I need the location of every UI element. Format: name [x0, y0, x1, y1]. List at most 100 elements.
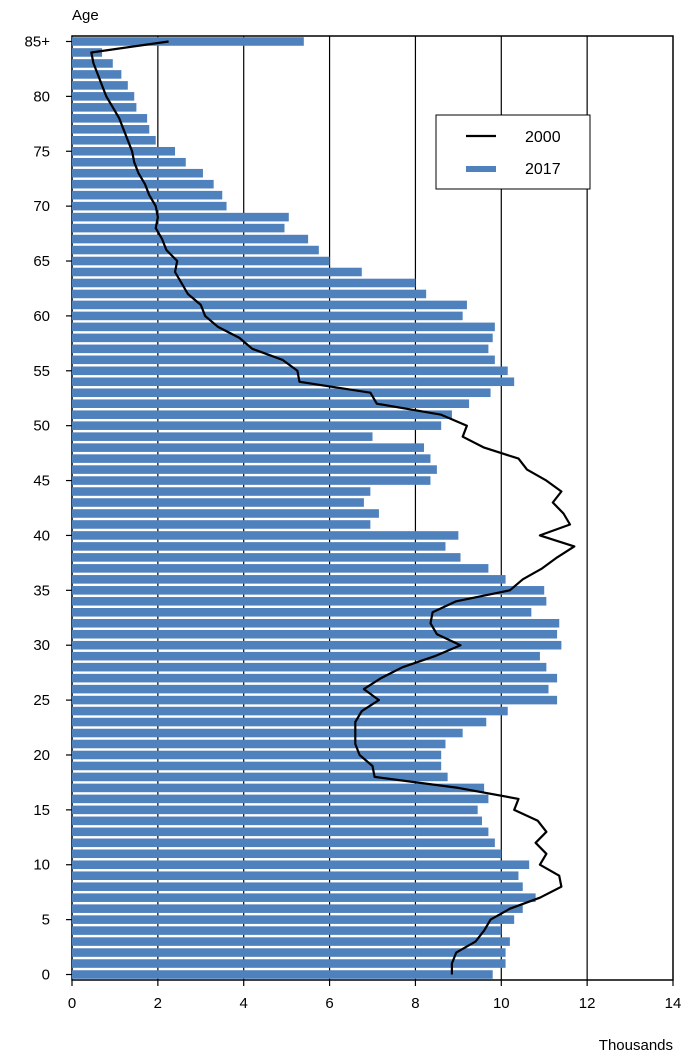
bar-2017 — [72, 531, 459, 540]
bar-2017 — [72, 256, 330, 266]
bar-2017 — [72, 926, 502, 935]
bar-2017 — [72, 278, 416, 288]
bar-2017 — [72, 520, 371, 529]
x-tick-label: 10 — [493, 995, 510, 1012]
bar-2017 — [72, 443, 425, 452]
bar-2017 — [72, 959, 506, 968]
bar-2017 — [72, 223, 285, 233]
bar-2017 — [72, 311, 463, 321]
y-axis-title: Age — [72, 7, 99, 24]
x-tick-label: 12 — [579, 995, 596, 1012]
bar-2017 — [72, 476, 431, 485]
bar-2017 — [72, 706, 508, 716]
x-tick-label: 0 — [68, 995, 76, 1012]
bar-2017 — [72, 146, 176, 156]
x-tick-label: 8 — [411, 995, 419, 1012]
bar-2017 — [72, 48, 103, 57]
y-tick-label: 50 — [33, 418, 50, 435]
y-tick-label: 60 — [33, 308, 50, 325]
series-line-2000 — [90, 40, 576, 975]
y-tick-label: 10 — [33, 857, 50, 874]
x-axis: 0 2 4 6 8 10 12 14 — [68, 980, 682, 1012]
bar-2017 — [72, 882, 523, 891]
bar-2017 — [72, 860, 530, 870]
bar-2017 — [72, 838, 495, 848]
y-tick-label: 30 — [33, 637, 50, 654]
bar-2017 — [72, 289, 427, 299]
x-axis-title: Thousands — [599, 1037, 673, 1054]
bar-2017 — [72, 157, 186, 167]
bar-2017 — [72, 344, 489, 354]
bar-2017 — [72, 267, 362, 277]
y-tick-label: 15 — [33, 802, 50, 819]
bar-2017 — [72, 597, 547, 606]
bar-2017 — [72, 640, 562, 650]
y-tick-label: 5 — [42, 912, 50, 929]
x-tick-label: 2 — [154, 995, 162, 1012]
bar-2017 — [72, 629, 558, 639]
bar-2017 — [72, 135, 156, 145]
bar-2017 — [72, 410, 452, 419]
legend-label-2000: 2000 — [525, 129, 561, 146]
bar-2017 — [72, 366, 508, 376]
bar-2017 — [72, 827, 489, 837]
bar-2017 — [72, 498, 364, 507]
bar-2017 — [72, 201, 227, 211]
x-tick-label: 6 — [325, 995, 333, 1012]
bar-2017 — [72, 487, 371, 496]
bar-2017 — [72, 37, 304, 46]
bar-2017 — [72, 607, 532, 617]
bar-2017 — [72, 871, 519, 881]
bar-2017 — [72, 92, 135, 101]
y-tick-label: 45 — [33, 473, 50, 490]
bar-2017 — [72, 893, 536, 902]
bar-2017 — [72, 190, 223, 200]
y-tick-label: 35 — [33, 582, 50, 599]
y-tick-label: 75 — [33, 143, 50, 160]
legend: 2000 2017 — [435, 114, 591, 190]
legend-box — [435, 114, 591, 190]
bar-2017 — [72, 794, 489, 804]
x-tick-label: 14 — [665, 995, 682, 1012]
bar-2017 — [72, 717, 487, 727]
y-tick-label: 70 — [33, 198, 50, 215]
bar-2017 — [72, 970, 493, 979]
bar-2017 — [72, 322, 495, 332]
bar-2017 — [72, 948, 506, 957]
bar-2017 — [72, 695, 558, 705]
bar-2017 — [72, 564, 489, 573]
bars-2017 — [72, 37, 562, 979]
y-tick-label: 55 — [33, 363, 50, 380]
y-tick-label: 25 — [33, 692, 50, 709]
bar-2017 — [72, 783, 485, 793]
bar-2017 — [72, 728, 463, 738]
bar-2017 — [72, 904, 523, 913]
bar-2017 — [72, 125, 150, 134]
legend-swatch-2017 — [466, 166, 496, 172]
bar-2017 — [72, 212, 289, 222]
y-tick-label: 20 — [33, 747, 50, 764]
bar-2017 — [72, 684, 549, 694]
bar-2017 — [72, 651, 540, 661]
y-tick-label: 65 — [33, 253, 50, 270]
bar-2017 — [72, 377, 515, 387]
bar-2017 — [72, 179, 214, 189]
y-axis: 0 5 10 15 20 25 30 35 40 45 50 55 60 65 70 75 80 85+ — [25, 33, 72, 984]
bar-2017 — [72, 454, 431, 463]
legend-label-2017: 2017 — [525, 161, 561, 178]
x-tick-label: 4 — [240, 995, 248, 1012]
bar-2017 — [72, 333, 493, 343]
bar-2017 — [72, 465, 437, 474]
bar-2017 — [72, 586, 545, 595]
bar-2017 — [72, 553, 461, 562]
bar-2017 — [72, 245, 319, 255]
y-tick-label: 85+ — [25, 33, 51, 50]
bar-2017 — [72, 421, 442, 430]
bar-2017 — [72, 300, 467, 310]
bar-2017 — [72, 816, 482, 826]
bar-2017 — [72, 915, 515, 924]
y-tick-label: 40 — [33, 527, 50, 544]
y-tick-label: 0 — [42, 967, 50, 984]
bar-2017 — [72, 673, 558, 683]
